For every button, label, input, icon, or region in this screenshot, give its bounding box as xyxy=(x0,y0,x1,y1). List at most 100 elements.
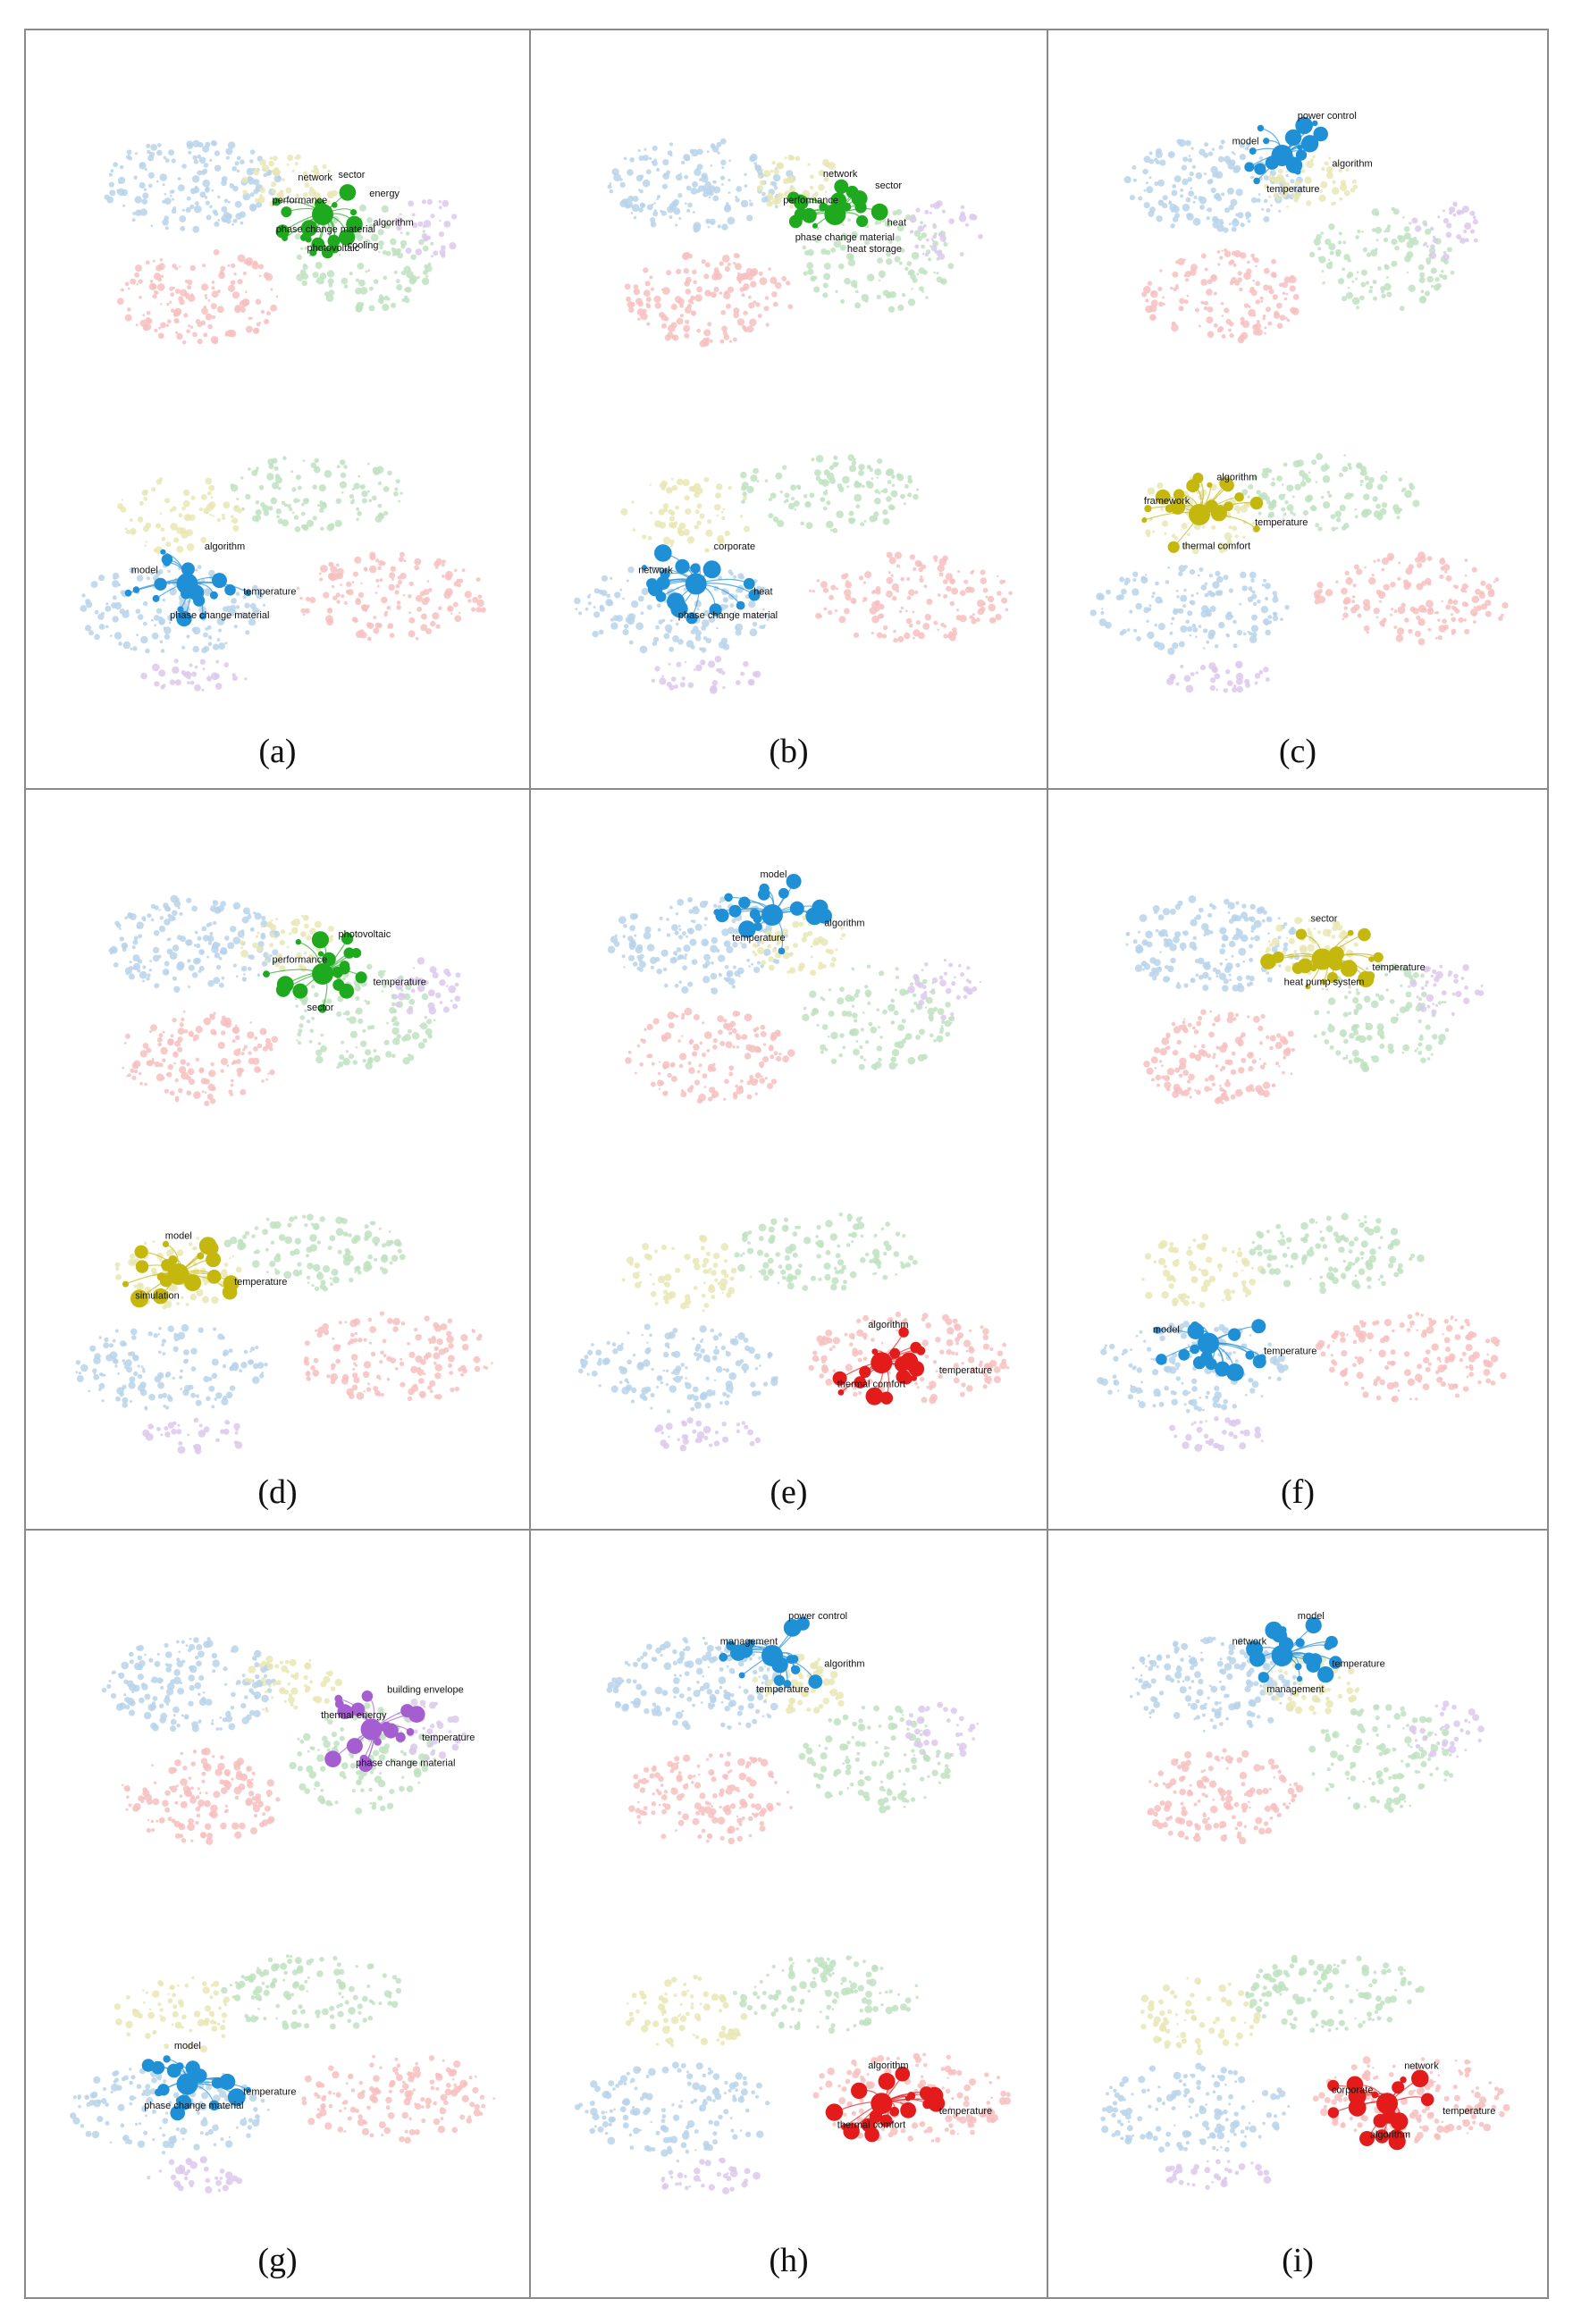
background-node xyxy=(117,583,121,587)
background-node xyxy=(890,998,895,1003)
background-node xyxy=(124,527,128,531)
background-node xyxy=(1351,179,1357,184)
background-node xyxy=(659,677,667,685)
background-node xyxy=(347,589,354,596)
background-node xyxy=(1145,298,1149,303)
background-node xyxy=(1268,195,1272,198)
background-node xyxy=(1426,556,1433,561)
background-node xyxy=(1250,197,1258,204)
background-node xyxy=(1464,222,1472,230)
background-node xyxy=(958,214,967,222)
background-node xyxy=(254,1036,258,1040)
background-node xyxy=(256,608,260,613)
background-node xyxy=(291,511,295,515)
background-node xyxy=(186,196,191,201)
background-node xyxy=(1261,207,1265,211)
background-node xyxy=(189,514,196,521)
background-node xyxy=(329,1235,336,1242)
background-node xyxy=(201,494,207,500)
background-node xyxy=(173,537,180,543)
background-node xyxy=(904,266,909,271)
background-node xyxy=(1375,248,1378,251)
background-node xyxy=(193,1417,199,1423)
background-node xyxy=(179,1022,184,1028)
background-node xyxy=(1311,459,1317,466)
network-node xyxy=(736,600,745,610)
network-node xyxy=(332,202,338,208)
background-node xyxy=(1183,675,1191,683)
background-node xyxy=(259,187,266,193)
background-node xyxy=(635,622,644,631)
background-node xyxy=(669,619,673,623)
background-node xyxy=(707,225,711,229)
background-node xyxy=(1240,505,1249,513)
background-node xyxy=(118,642,122,646)
background-node xyxy=(680,1091,687,1098)
background-node xyxy=(277,518,283,524)
background-node xyxy=(601,590,608,597)
background-node xyxy=(248,912,251,916)
background-node xyxy=(254,1226,259,1230)
background-node xyxy=(687,898,692,902)
background-node xyxy=(1435,610,1439,615)
background-node xyxy=(737,573,744,580)
background-node xyxy=(673,684,678,689)
background-node xyxy=(446,1335,454,1344)
background-node xyxy=(1451,628,1457,634)
background-node xyxy=(907,492,913,498)
background-node xyxy=(746,214,753,222)
background-node xyxy=(207,323,213,330)
background-node xyxy=(1185,619,1190,625)
background-node xyxy=(171,158,176,164)
background-node xyxy=(164,1426,169,1431)
background-node xyxy=(662,1064,666,1068)
background-node xyxy=(854,302,862,309)
background-node xyxy=(607,600,614,607)
background-node xyxy=(453,581,459,587)
background-node xyxy=(229,608,237,617)
background-node xyxy=(746,1094,753,1100)
background-node xyxy=(332,189,338,197)
background-node xyxy=(1417,638,1426,646)
background-node xyxy=(271,169,275,173)
background-node xyxy=(1170,286,1173,290)
background-node xyxy=(311,170,315,173)
background-node xyxy=(188,294,196,302)
background-node xyxy=(353,1377,360,1384)
background-node xyxy=(1354,508,1358,511)
background-node xyxy=(191,972,198,978)
background-node xyxy=(185,1303,189,1306)
background-node xyxy=(1204,172,1207,176)
background-node xyxy=(202,264,206,268)
background-node xyxy=(854,493,862,502)
background-node xyxy=(427,262,432,266)
background-node xyxy=(264,319,269,324)
background-node xyxy=(398,557,404,562)
background-node xyxy=(1378,600,1382,603)
background-node xyxy=(202,145,210,153)
background-node xyxy=(1213,291,1217,296)
background-node xyxy=(297,485,302,491)
background-node xyxy=(188,986,190,988)
background-node xyxy=(1218,621,1225,629)
background-node xyxy=(919,577,924,583)
background-node xyxy=(610,576,613,580)
background-node xyxy=(711,987,714,991)
background-node xyxy=(1123,176,1131,184)
background-node xyxy=(85,625,92,632)
background-node xyxy=(1231,226,1237,232)
background-node xyxy=(227,141,236,149)
background-node xyxy=(1263,284,1270,291)
background-node xyxy=(736,318,745,326)
background-node xyxy=(396,217,403,224)
background-node xyxy=(190,1392,197,1398)
background-node xyxy=(822,282,829,289)
background-node xyxy=(227,1421,231,1424)
background-node xyxy=(170,1034,174,1038)
background-node xyxy=(754,1033,760,1038)
background-node xyxy=(1229,332,1234,339)
background-node xyxy=(1106,589,1111,595)
background-node xyxy=(898,609,903,614)
background-node xyxy=(1155,596,1163,604)
